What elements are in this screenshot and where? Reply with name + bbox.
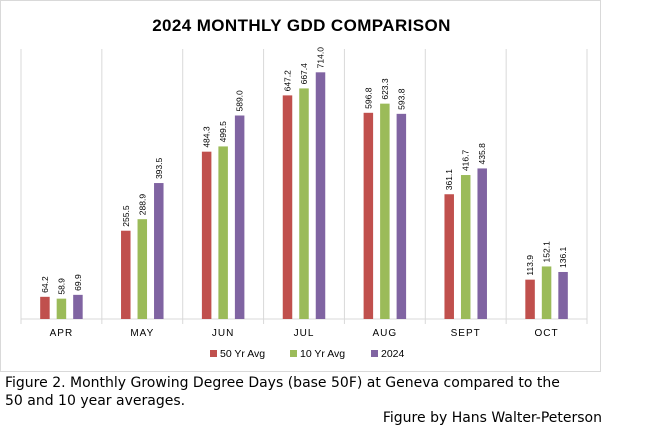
bar-may-1 xyxy=(137,219,148,319)
data-label: 435.8 xyxy=(477,143,487,165)
x-tick-label: SEPT xyxy=(451,328,481,339)
data-label: 58.9 xyxy=(56,278,66,295)
data-label: 69.9 xyxy=(73,274,83,291)
legend-label: 2024 xyxy=(381,348,405,360)
x-tick-label: AUG xyxy=(373,328,398,339)
bar-oct-0 xyxy=(525,279,535,319)
data-label: 416.7 xyxy=(461,149,471,171)
legend-label: 10 Yr Avg xyxy=(300,348,345,360)
bar-may-2 xyxy=(154,183,164,319)
figure-credit: Figure by Hans Walter-Peterson xyxy=(382,410,602,426)
data-label: 647.2 xyxy=(283,70,293,92)
data-label: 589.0 xyxy=(235,90,245,112)
data-label: 361.1 xyxy=(444,169,454,191)
data-label: 64.2 xyxy=(40,276,50,293)
data-label: 152.1 xyxy=(542,241,552,263)
legend-label: 50 Yr Avg xyxy=(220,348,265,360)
bar-jun-2 xyxy=(234,115,245,319)
bar-oct-2 xyxy=(558,271,568,319)
bar-aug-2 xyxy=(396,113,407,319)
caption-line-1: Figure 2. Monthly Growing Degree Days (b… xyxy=(5,375,560,391)
data-label: 255.5 xyxy=(121,205,131,227)
bar-jul-2 xyxy=(315,72,326,319)
data-label: 113.9 xyxy=(525,255,535,276)
data-label: 623.3 xyxy=(380,78,390,100)
x-tick-label: APR xyxy=(50,328,74,339)
legend-swatch xyxy=(371,350,378,357)
data-label: 714.0 xyxy=(316,47,326,69)
bar-jun-0 xyxy=(201,151,212,319)
legend-swatch xyxy=(290,350,297,357)
x-tick-label: MAY xyxy=(130,328,154,339)
bar-sept-0 xyxy=(444,194,454,319)
data-label: 288.9 xyxy=(137,194,147,216)
data-label: 484.3 xyxy=(202,126,212,148)
bar-may-0 xyxy=(121,230,131,319)
data-label: 596.8 xyxy=(363,87,373,109)
bar-oct-1 xyxy=(541,266,552,319)
x-tick-label: OCT xyxy=(535,328,559,339)
data-label: 136.1 xyxy=(558,246,568,268)
legend-swatch xyxy=(210,350,217,357)
figure-caption: Figure 2. Monthly Growing Degree Days (b… xyxy=(5,374,615,410)
bar-aug-0 xyxy=(363,112,374,319)
data-label: 499.5 xyxy=(218,121,228,143)
bar-jul-0 xyxy=(282,95,293,320)
data-label: 393.5 xyxy=(154,158,164,180)
data-label: 667.4 xyxy=(299,63,309,85)
bar-apr-1 xyxy=(56,298,67,319)
bar-jun-1 xyxy=(218,146,228,319)
bar-sept-2 xyxy=(477,168,487,319)
bar-apr-2 xyxy=(73,294,83,319)
bar-sept-1 xyxy=(460,175,471,319)
bar-aug-1 xyxy=(380,103,390,320)
x-tick-label: JUN xyxy=(212,328,234,339)
bar-apr-0 xyxy=(40,296,50,319)
data-label: 593.8 xyxy=(396,88,406,110)
x-tick-label: JUL xyxy=(294,328,315,339)
chart-area: 2024 MONTHLY GDD COMPARISON 64.2 58.9 69.9… xyxy=(0,0,601,372)
bar-chart: 64.2 58.9 69.9 APR 255.5 288.9 393.5 MAY 484.3 49… xyxy=(20,47,588,360)
bar-jul-1 xyxy=(299,88,309,319)
chart-title: 2024 MONTHLY GDD COMPARISON xyxy=(152,16,451,35)
caption-line-2: 50 and 10 year averages. xyxy=(5,393,186,409)
